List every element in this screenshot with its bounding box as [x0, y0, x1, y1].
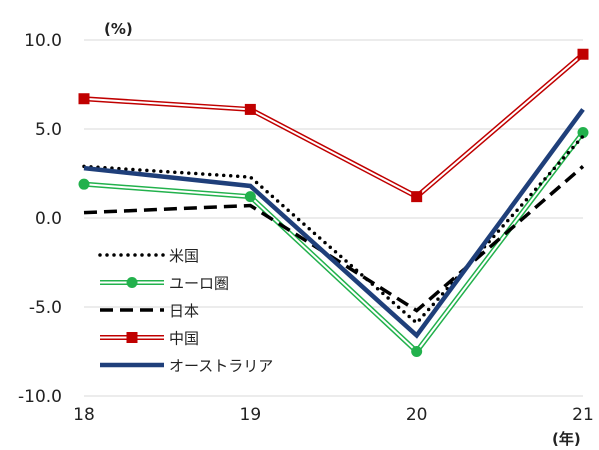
y-tick-label: -10.0: [18, 387, 62, 407]
y-tick-label: 5.0: [35, 120, 62, 140]
series-lines: [79, 49, 589, 357]
data-point: [245, 104, 256, 115]
gridlines: [84, 40, 583, 396]
y-axis-tick-labels: 10.0 5.0 0.0 -5.0 -10.0: [18, 31, 62, 407]
y-tick-label: 10.0: [24, 31, 62, 51]
data-point: [578, 49, 589, 60]
y-tick-label: -5.0: [29, 298, 62, 318]
data-point: [411, 191, 422, 202]
x-axis-tick-labels: 18 19 20 21: [73, 405, 594, 425]
series-line-inner: [84, 133, 583, 352]
data-point: [411, 346, 422, 357]
data-point: [127, 332, 138, 343]
series-line: [84, 133, 583, 352]
data-point: [79, 179, 90, 190]
data-point: [127, 277, 138, 288]
legend-label: オーストラリア: [169, 357, 273, 375]
series-4: [84, 109, 583, 335]
series-1: [79, 127, 589, 357]
data-point: [245, 191, 256, 202]
x-axis-unit: (年): [552, 430, 581, 448]
legend-item: ユーロ圏: [100, 275, 229, 293]
series-3: [79, 49, 589, 202]
legend-label: 日本: [169, 302, 199, 320]
legend-item: 日本: [100, 302, 199, 320]
y-axis-unit: (%): [104, 20, 133, 38]
legend-item: 中国: [100, 330, 199, 348]
x-tick-label: 18: [73, 405, 95, 425]
x-tick-label: 21: [572, 405, 594, 425]
legend-item: 米国: [100, 247, 199, 265]
legend-item: オーストラリア: [100, 357, 273, 375]
x-tick-label: 19: [240, 405, 262, 425]
x-tick-label: 20: [406, 405, 428, 425]
legend-label: 米国: [169, 247, 199, 265]
y-tick-label: 0.0: [35, 209, 62, 229]
data-point: [79, 93, 90, 104]
legend-label: 中国: [169, 330, 199, 348]
series-line: [84, 109, 583, 335]
legend-label: ユーロ圏: [169, 275, 229, 293]
